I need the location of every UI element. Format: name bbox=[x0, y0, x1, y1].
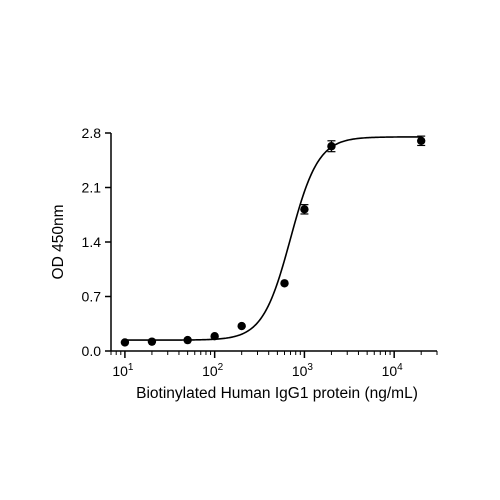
data-point bbox=[210, 332, 219, 341]
data-point bbox=[183, 335, 192, 345]
y-tick-label: 2.1 bbox=[82, 180, 102, 196]
x-tick-label: 101 bbox=[112, 362, 134, 379]
x-axis-title: Biotinylated Human IgG1 protein (ng/mL) bbox=[136, 385, 418, 402]
y-axis-title: OD 450nm bbox=[50, 205, 67, 280]
x-tick-label: 102 bbox=[202, 362, 224, 379]
fit-curve-layer bbox=[124, 136, 422, 341]
data-points-layer bbox=[120, 135, 426, 347]
data-point bbox=[416, 136, 426, 145]
ticks-layer: 0.0 0.7 1.4 2.1 2.8 101 102 103 104 bbox=[82, 125, 438, 379]
data-point bbox=[120, 338, 130, 347]
data-point bbox=[147, 337, 157, 346]
y-tick-label: 0.0 bbox=[82, 343, 102, 359]
data-point bbox=[327, 142, 336, 151]
data-point bbox=[280, 279, 289, 288]
fit-curve bbox=[124, 136, 422, 341]
y-tick-label: 2.8 bbox=[82, 125, 102, 141]
y-tick-label: 1.4 bbox=[82, 234, 102, 250]
x-tick-label: 103 bbox=[292, 362, 314, 379]
data-point bbox=[237, 321, 246, 331]
axes bbox=[110, 133, 437, 352]
x-tick-label: 104 bbox=[382, 362, 404, 379]
y-tick-label: 0.7 bbox=[82, 289, 102, 305]
data-point bbox=[300, 205, 309, 214]
